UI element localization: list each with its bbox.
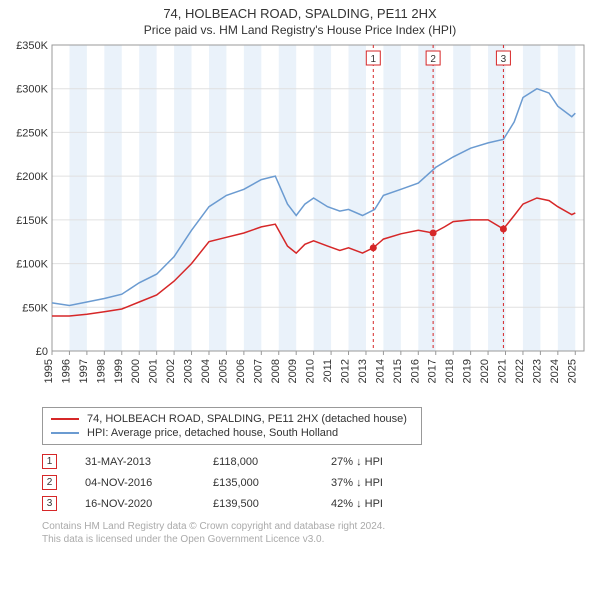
legend-row: HPI: Average price, detached house, Sout… bbox=[51, 426, 413, 440]
svg-text:1999: 1999 bbox=[113, 359, 125, 383]
svg-text:£200K: £200K bbox=[16, 171, 48, 183]
svg-text:1995: 1995 bbox=[43, 359, 55, 383]
legend-swatch bbox=[51, 432, 79, 434]
svg-text:2001: 2001 bbox=[148, 359, 160, 383]
legend: 74, HOLBEACH ROAD, SPALDING, PE11 2HX (d… bbox=[42, 407, 422, 445]
attribution-line: Contains HM Land Registry data © Crown c… bbox=[42, 520, 580, 533]
event-date: 31-MAY-2013 bbox=[85, 456, 185, 468]
event-row: 1 31-MAY-2013 £118,000 27% ↓ HPI bbox=[42, 451, 580, 472]
svg-text:2005: 2005 bbox=[217, 359, 229, 383]
svg-text:2023: 2023 bbox=[531, 359, 543, 383]
svg-text:2006: 2006 bbox=[235, 359, 247, 383]
svg-text:1998: 1998 bbox=[95, 359, 107, 383]
svg-text:£100K: £100K bbox=[16, 259, 48, 271]
event-date: 16-NOV-2020 bbox=[85, 498, 185, 510]
legend-row: 74, HOLBEACH ROAD, SPALDING, PE11 2HX (d… bbox=[51, 412, 413, 426]
svg-text:£50K: £50K bbox=[22, 302, 48, 314]
svg-text:£0: £0 bbox=[36, 346, 48, 358]
event-hpi: 42% ↓ HPI bbox=[331, 498, 421, 510]
svg-text:2012: 2012 bbox=[340, 359, 352, 383]
title-block: 74, HOLBEACH ROAD, SPALDING, PE11 2HX Pr… bbox=[0, 0, 600, 41]
chart-svg: £0 £50K £100K £150K £200K £250K £300K £350K 1995… bbox=[10, 41, 590, 401]
event-row: 2 04-NOV-2016 £135,000 37% ↓ HPI bbox=[42, 472, 580, 493]
chart-title: 74, HOLBEACH ROAD, SPALDING, PE11 2HX bbox=[0, 6, 600, 21]
attribution: Contains HM Land Registry data © Crown c… bbox=[42, 520, 580, 546]
svg-text:2014: 2014 bbox=[374, 359, 386, 383]
svg-text:2016: 2016 bbox=[409, 359, 421, 383]
svg-text:2011: 2011 bbox=[322, 359, 334, 383]
svg-text:2007: 2007 bbox=[252, 359, 264, 383]
svg-text:£150K: £150K bbox=[16, 215, 48, 227]
attribution-line: This data is licensed under the Open Gov… bbox=[42, 533, 580, 546]
event-marker-box: 3 bbox=[42, 496, 57, 511]
svg-text:2003: 2003 bbox=[183, 359, 195, 383]
event-row: 3 16-NOV-2020 £139,500 42% ↓ HPI bbox=[42, 493, 580, 514]
svg-text:2013: 2013 bbox=[357, 359, 369, 383]
svg-text:2010: 2010 bbox=[305, 359, 317, 383]
events-table: 1 31-MAY-2013 £118,000 27% ↓ HPI 2 04-NO… bbox=[42, 451, 580, 514]
svg-text:2004: 2004 bbox=[200, 359, 212, 383]
svg-text:2018: 2018 bbox=[444, 359, 456, 383]
svg-text:2021: 2021 bbox=[497, 359, 509, 383]
legend-label: 74, HOLBEACH ROAD, SPALDING, PE11 2HX (d… bbox=[87, 413, 407, 425]
event-marker-box: 1 bbox=[42, 454, 57, 469]
legend-swatch bbox=[51, 418, 79, 420]
event-price: £139,500 bbox=[213, 498, 303, 510]
svg-text:2017: 2017 bbox=[427, 359, 439, 383]
svg-text:1996: 1996 bbox=[60, 359, 72, 383]
event-price: £118,000 bbox=[213, 456, 303, 468]
svg-text:2002: 2002 bbox=[165, 359, 177, 383]
svg-text:2: 2 bbox=[430, 54, 436, 65]
svg-text:1997: 1997 bbox=[78, 359, 90, 383]
event-date: 04-NOV-2016 bbox=[85, 477, 185, 489]
svg-text:2000: 2000 bbox=[130, 359, 142, 383]
chart-plot: £0 £50K £100K £150K £200K £250K £300K £350K 1995… bbox=[10, 41, 590, 401]
legend-label: HPI: Average price, detached house, Sout… bbox=[87, 427, 338, 439]
svg-text:2022: 2022 bbox=[514, 359, 526, 383]
svg-text:2025: 2025 bbox=[566, 359, 578, 383]
svg-text:£250K: £250K bbox=[16, 127, 48, 139]
svg-text:2019: 2019 bbox=[462, 359, 474, 383]
svg-text:2020: 2020 bbox=[479, 359, 491, 383]
event-price: £135,000 bbox=[213, 477, 303, 489]
chart-subtitle: Price paid vs. HM Land Registry's House … bbox=[0, 23, 600, 37]
event-hpi: 27% ↓ HPI bbox=[331, 456, 421, 468]
svg-text:£350K: £350K bbox=[16, 41, 48, 52]
svg-text:2015: 2015 bbox=[392, 359, 404, 383]
svg-text:1: 1 bbox=[371, 54, 377, 65]
svg-text:3: 3 bbox=[501, 54, 507, 65]
chart-container: 74, HOLBEACH ROAD, SPALDING, PE11 2HX Pr… bbox=[0, 0, 600, 590]
svg-text:2008: 2008 bbox=[270, 359, 282, 383]
svg-text:£300K: £300K bbox=[16, 84, 48, 96]
svg-text:2024: 2024 bbox=[549, 359, 561, 383]
event-hpi: 37% ↓ HPI bbox=[331, 477, 421, 489]
svg-text:2009: 2009 bbox=[287, 359, 299, 383]
event-marker-box: 2 bbox=[42, 475, 57, 490]
